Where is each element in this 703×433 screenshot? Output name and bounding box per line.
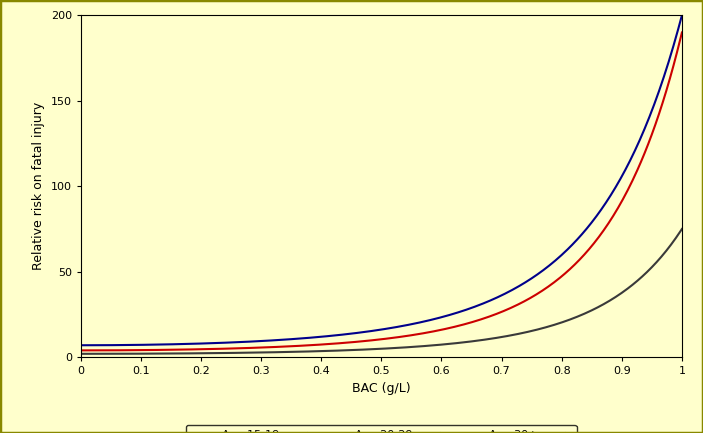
X-axis label: BAC (g/L): BAC (g/L) — [352, 382, 411, 395]
Legend: Age 15-19 years, Age 20-29 years, Age 30+ years: Age 15-19 years, Age 20-29 years, Age 30… — [186, 425, 576, 433]
Y-axis label: Relative risk on fatal injury: Relative risk on fatal injury — [32, 102, 45, 270]
